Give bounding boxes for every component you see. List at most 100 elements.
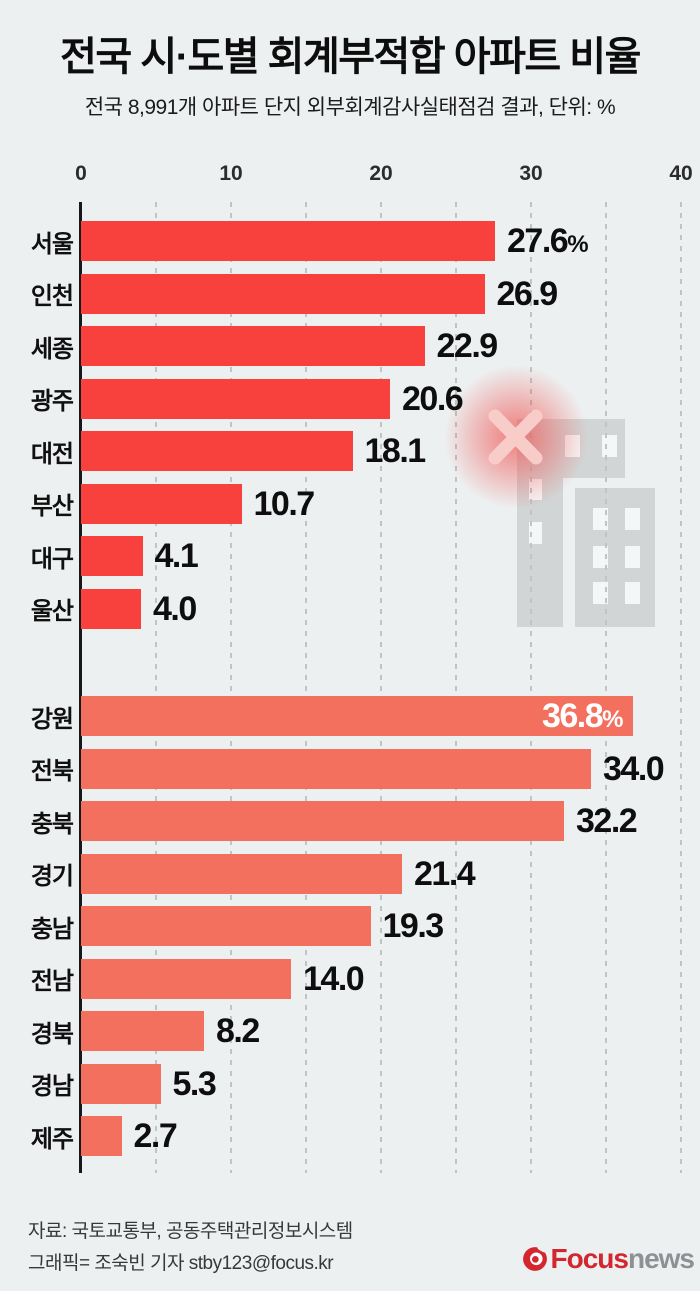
bar-area: 4.1 [81,536,681,577]
bar [81,958,291,999]
bar-area: 27.6% [81,221,681,262]
gridline [530,202,532,1173]
gridline [155,202,157,1173]
bar-area: 26.9 [81,273,681,314]
bar [81,326,425,367]
bar-chart: 서울 27.6% 인천 26.9 세종 22.9 광주 20.6 대전 18.1 부산 10.7 대구 4… [19,215,681,1163]
bar [81,536,143,577]
gridline [680,202,682,1173]
category-label: 전남 [30,968,74,996]
value-label: 4.1 [154,537,199,576]
value-label: 34.0 [603,749,665,788]
axis-tick-label: 20 [369,162,393,185]
category-label: 제주 [30,1125,74,1153]
bar-area: 32.2 [81,801,681,842]
category-label: 충북 [30,810,74,838]
bar [81,378,390,419]
bar-row: 인천 26.9 [19,268,681,321]
bar-row: 대구 4.1 [19,530,681,583]
bar-area: 4.0 [81,588,681,629]
logo-text-news: news [627,1243,695,1274]
value-label: 32.2 [576,802,638,841]
axis-tick-label: 0 [75,162,87,185]
title-suffix: 비율 [559,35,641,79]
bar-area: 18.1 [81,431,681,472]
bar-row: 전남 14.0 [19,953,681,1006]
value-label: 20.6 [402,379,464,418]
credit-text: 그래픽= 조숙빈 기자 stby123@focus.kr [28,1253,334,1274]
value-label: 10.7 [253,484,316,523]
category-label: 경남 [30,1073,74,1101]
bar-area: 14.0 [81,958,681,999]
x-mark-icon [444,365,588,509]
value-label: 8.2 [216,1012,260,1051]
bar-area: 36.8% [81,696,681,737]
bar: 36.8% [81,696,633,737]
bar-area: 34.0 [81,748,681,789]
value-label: 26.9 [496,274,559,313]
group-spacer [19,635,681,690]
logo-text-focus: Focus [550,1243,629,1274]
bar [81,906,371,947]
source-text: 자료: 국토교통부, 공동주택관리정보시스템 [28,1221,353,1242]
axis-tick-label: 40 [669,162,693,185]
bar-row: 경남 5.3 [19,1058,681,1111]
title-prefix: 전국 시·도별 [60,35,268,79]
gridline [455,202,457,1173]
gridline [230,202,232,1173]
bar-row: 충북 32.2 [19,795,681,848]
category-label: 인천 [30,283,74,311]
bar-area: 20.6 [81,378,681,419]
chart-subtitle: 전국 8,991개 아파트 단지 외부회계감사실태점검 결과, 단위: % [84,96,616,119]
category-label: 서울 [30,230,74,258]
category-label: 경북 [30,1020,74,1048]
bar-area: 8.2 [81,1011,681,1052]
gridline [605,202,607,1173]
value-label: 36.8% [541,697,624,736]
bar [81,221,495,262]
bar-area: 5.3 [81,1063,681,1104]
value-label: 18.1 [364,432,427,471]
axis-tick-label: 10 [219,162,243,185]
bar-area: 2.7 [81,1116,681,1157]
bar [81,1011,204,1052]
bar-row: 광주 20.6 [19,373,681,426]
value-label: 5.3 [172,1064,217,1103]
value-label: 4.0 [153,589,197,628]
page-title: 전국 시·도별 회계부적합 아파트 비율 [0,24,700,82]
bar-row: 경기 21.4 [19,848,681,901]
category-label: 세종 [30,335,74,363]
title-bold: 회계부적합 아파트 [267,35,562,79]
bar-area: 10.7 [81,483,681,524]
bar-row: 전북 34.0 [19,743,681,796]
value-label: 19.3 [382,907,445,946]
bar-area: 19.3 [81,906,681,947]
bar [81,853,402,894]
bar [81,748,591,789]
bar-row: 충남 19.3 [19,900,681,953]
focus-news-logo: Focus news [522,1245,695,1273]
bar [81,588,141,629]
category-label: 울산 [30,598,74,626]
bar [81,1116,122,1157]
gridline [305,202,307,1173]
logo-swirl-icon [522,1246,548,1271]
bar-row: 서울 27.6% [19,215,681,268]
category-label: 광주 [30,388,74,416]
gridline [380,202,382,1173]
category-label: 대구 [30,545,74,573]
value-label: 2.7 [133,1117,178,1156]
value-label: 22.9 [436,327,499,366]
bar-row: 세종 22.9 [19,320,681,373]
bar-row: 대전 18.1 [19,425,681,478]
percent-suffix: % [602,706,623,734]
value-label: 14.0 [303,959,365,998]
bar-area: 21.4 [81,853,681,894]
category-label: 경기 [30,863,74,891]
value-label: 27.6% [507,222,589,261]
bar-row: 부산 10.7 [19,478,681,531]
value-label: 21.4 [414,854,476,893]
bar-row: 경북 8.2 [19,1005,681,1058]
bar [81,431,353,472]
category-label: 전북 [30,758,74,786]
